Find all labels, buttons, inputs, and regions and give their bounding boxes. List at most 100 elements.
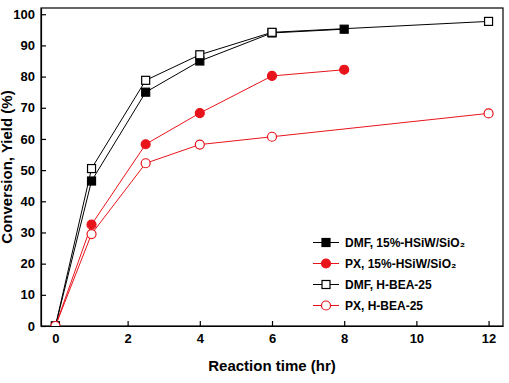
- data-point: [340, 25, 348, 33]
- data-point: [268, 29, 276, 37]
- y-tick-mark: [41, 45, 46, 46]
- legend-label: PX, H-BEA-25: [345, 299, 423, 313]
- legend-item: PX, 15%-HSiW/SiO₂: [313, 257, 456, 271]
- legend-label: DMF, 15%-HSiW/SiO₂: [345, 236, 465, 250]
- y-tick-mark: [41, 264, 46, 265]
- y-tick: 30: [21, 225, 46, 240]
- x-tick-mark: [200, 321, 201, 326]
- y-tick-mark: [41, 232, 46, 233]
- y-tick-mark: [41, 108, 46, 109]
- y-tick: 20: [21, 256, 46, 271]
- y-tick-label: 90: [21, 38, 35, 53]
- data-point: [142, 88, 150, 96]
- y-tick: 80: [21, 69, 46, 84]
- data-point: [87, 230, 96, 239]
- legend-item: DMF, 15%-HSiW/SiO₂: [313, 236, 465, 250]
- data-point: [485, 17, 493, 25]
- x-tick: 12: [482, 321, 496, 346]
- legend-marker: [322, 239, 330, 247]
- x-tick: 4: [197, 321, 205, 346]
- series-line: [55, 29, 344, 326]
- y-tick-label: 80: [21, 69, 35, 84]
- legend-marker: [322, 259, 331, 268]
- data-point: [88, 165, 96, 173]
- y-axis: 0 10 20 30 40 50 60 70 80 90 100: [13, 7, 46, 334]
- data-point: [142, 76, 150, 84]
- x-tick-label: 6: [269, 331, 276, 346]
- y-tick-mark: [41, 201, 46, 202]
- data-point: [51, 322, 59, 326]
- y-tick: 50: [21, 163, 46, 178]
- legend: DMF, 15%-HSiW/SiO₂ PX, 15%-HSiW/SiO₂ DMF, …: [313, 236, 465, 313]
- data-point: [195, 109, 204, 118]
- x-tick-label: 0: [52, 331, 59, 346]
- data-point: [88, 177, 96, 185]
- x-tick-mark: [128, 321, 129, 326]
- data-point: [141, 159, 150, 168]
- y-tick: 0: [28, 319, 46, 334]
- y-tick-label: 10: [21, 287, 35, 302]
- data-point: [340, 65, 349, 74]
- y-tick-label: 20: [21, 256, 35, 271]
- legend-label: PX, 15%-HSiW/SiO₂: [345, 257, 456, 271]
- x-tick-label: 4: [197, 331, 205, 346]
- data-point: [51, 322, 59, 326]
- data-point: [268, 71, 277, 80]
- y-tick-label: 50: [21, 163, 35, 178]
- y-tick-mark: [41, 139, 46, 140]
- data-point: [141, 140, 150, 149]
- x-tick-label: 8: [341, 331, 348, 346]
- y-tick-mark: [41, 76, 46, 77]
- x-tick: 6: [269, 321, 276, 346]
- data-point: [87, 220, 96, 229]
- y-tick: 90: [21, 38, 46, 53]
- series-line: [55, 113, 488, 326]
- data-point: [51, 322, 60, 327]
- y-tick: 70: [21, 100, 46, 115]
- y-tick-mark: [41, 170, 46, 171]
- y-tick-label: 70: [21, 100, 35, 115]
- marks: [51, 17, 493, 326]
- x-tick: 8: [341, 321, 348, 346]
- x-axis: 0 2 4 6 8 10 12: [42, 321, 504, 346]
- x-tick-mark: [344, 321, 345, 326]
- y-tick: 100: [13, 7, 46, 22]
- x-tick: 10: [410, 321, 424, 346]
- data-point: [268, 132, 277, 141]
- y-tick: 10: [21, 287, 46, 302]
- y-tick-label: 100: [13, 7, 35, 22]
- x-tick-mark: [272, 321, 273, 326]
- x-tick-label: 10: [410, 331, 424, 346]
- y-tick-label: 40: [21, 194, 35, 209]
- x-tick-mark: [488, 321, 489, 326]
- x-tick-label: 2: [125, 331, 132, 346]
- x-tick-mark: [416, 321, 417, 326]
- y-tick: 40: [21, 194, 46, 209]
- axis-line: [42, 326, 504, 327]
- legend-marker: [322, 281, 330, 289]
- data-point: [196, 51, 204, 59]
- legend-item: DMF, H-BEA-25: [313, 278, 432, 292]
- y-tick-mark: [41, 295, 46, 296]
- axis-line: [41, 9, 42, 327]
- y-tick-label: 0: [28, 319, 35, 334]
- y-tick: 60: [21, 132, 46, 147]
- data-point: [195, 140, 204, 149]
- x-tick-label: 12: [482, 331, 496, 346]
- legend-marker: [322, 301, 331, 310]
- data-point: [268, 28, 276, 36]
- x-tick: 2: [125, 321, 132, 346]
- data-point: [484, 109, 493, 118]
- y-tick-label: 60: [21, 132, 35, 147]
- series-line: [55, 70, 344, 326]
- y-tick-mark: [41, 326, 46, 327]
- x-axis-title: Reaction time (hr): [208, 357, 336, 374]
- y-tick-mark: [41, 14, 46, 15]
- legend-item: PX, H-BEA-25: [313, 299, 423, 313]
- plot-frame: [41, 8, 503, 326]
- y-axis-title: Conversion, Yield (%): [0, 90, 15, 243]
- series-line: [55, 21, 488, 326]
- y-tick-label: 30: [21, 225, 35, 240]
- chart: 0 2 4 6 8 10 12 0 10 20 30 40 50 60 70 80 90 100 DMF, 15%-…: [0, 0, 509, 383]
- plot: 0 2 4 6 8 10 12 0 10 20 30 40 50 60 70 80 90 100 DMF, 15%-…: [13, 7, 503, 346]
